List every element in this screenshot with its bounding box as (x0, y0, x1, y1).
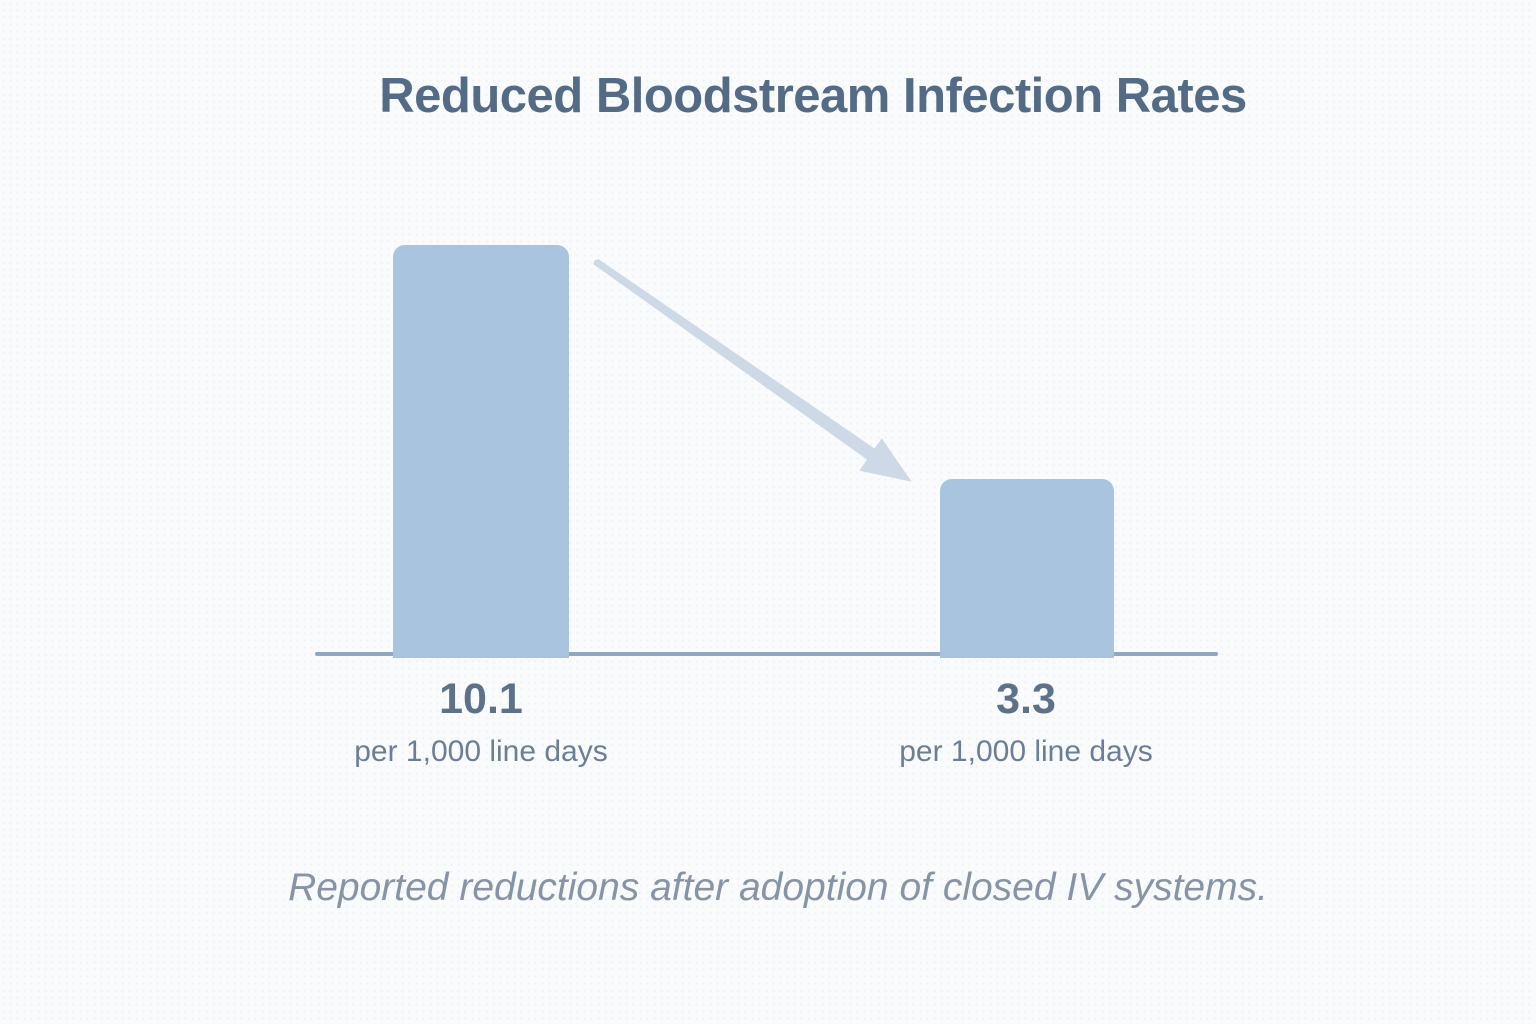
bar-unit-before: per 1,000 line days (354, 735, 608, 769)
bar-label-before: 10.1 per 1,000 line days (281, 675, 681, 769)
chart-caption: Reported reductions after adoption of cl… (288, 866, 1268, 909)
x-axis-baseline (315, 652, 1218, 656)
chart-title: Reduced Bloodstream Infection Rates (379, 69, 1247, 123)
bar-after-value (940, 479, 1114, 658)
bar-unit-after: per 1,000 line days (899, 735, 1153, 769)
bar-value-before: 10.1 (439, 675, 523, 723)
bar-value-after: 3.3 (996, 675, 1056, 723)
bar-label-after: 3.3 per 1,000 line days (826, 675, 1226, 769)
bar-before-value (393, 245, 569, 658)
